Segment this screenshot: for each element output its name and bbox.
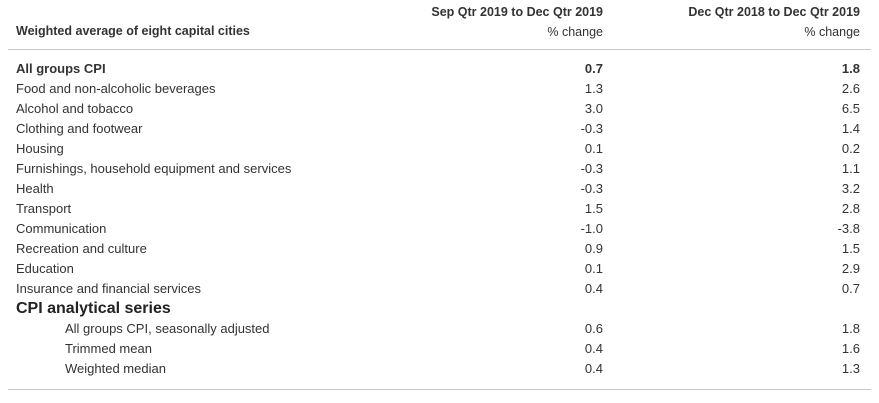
row-label: Trimmed mean [65, 341, 152, 356]
row-label: Recreation and culture [16, 241, 147, 256]
row-value-annual: 1.1 [841, 161, 860, 176]
row-value-quarterly: -0.3 [580, 161, 603, 176]
row-value-quarterly: 0.4 [584, 341, 603, 356]
row-value-quarterly: -1.0 [580, 221, 603, 236]
row-value-annual: 0.7 [841, 281, 860, 296]
table-row: All groups CPI, seasonally adjusted 0.6 … [0, 319, 879, 339]
row-value-annual: 1.3 [841, 361, 860, 376]
row-value-quarterly: 0.6 [584, 321, 603, 336]
row-value-quarterly: 0.1 [584, 141, 603, 156]
table-row: Weighted median 0.4 1.3 [0, 359, 879, 379]
row-value-quarterly: -0.3 [580, 121, 603, 136]
row-label: Transport [16, 201, 72, 216]
row-label: Insurance and financial services [16, 281, 201, 296]
row-value-annual: 1.5 [841, 241, 860, 256]
row-label: All groups CPI [16, 61, 106, 76]
row-value-annual: 1.8 [841, 61, 860, 76]
row-label: Communication [16, 221, 107, 236]
column-header-annual: Dec Qtr 2018 to Dec Qtr 2019 % change [688, 4, 860, 40]
row-value-annual: 1.8 [841, 321, 860, 336]
row-value-quarterly: 0.4 [584, 361, 603, 376]
row-label: Weighted median [65, 361, 166, 376]
row-value-quarterly: -0.3 [580, 181, 603, 196]
row-value-annual: 2.6 [841, 81, 860, 96]
column-title-quarterly: Sep Qtr 2019 to Dec Qtr 2019 [431, 5, 603, 19]
footer-divider [8, 389, 871, 390]
row-label: Furnishings, household equipment and ser… [16, 161, 292, 176]
table-row: Furnishings, household equipment and ser… [0, 159, 879, 179]
row-label: All groups CPI, seasonally adjusted [65, 321, 270, 336]
table-header-label: Weighted average of eight capital cities [16, 24, 250, 38]
column-unit-annual: % change [804, 25, 860, 39]
table-row: Alcohol and tobacco 3.0 6.5 [0, 99, 879, 119]
row-value-quarterly: 1.3 [584, 81, 603, 96]
row-value-annual: 0.2 [841, 141, 860, 156]
row-value-quarterly: 1.5 [584, 201, 603, 216]
column-title-annual: Dec Qtr 2018 to Dec Qtr 2019 [688, 5, 860, 19]
row-label: Health [16, 181, 54, 196]
table-row: All groups CPI 0.7 1.8 [0, 59, 879, 79]
row-value-quarterly: 3.0 [584, 101, 603, 116]
row-value-annual: 1.6 [841, 341, 860, 356]
row-value-quarterly: 0.1 [584, 261, 603, 276]
row-value-annual: 2.9 [841, 261, 860, 276]
header-divider [8, 49, 871, 50]
row-value-quarterly: 0.9 [584, 241, 603, 256]
row-label: Education [16, 261, 74, 276]
table-row: Insurance and financial services 0.4 0.7 [0, 279, 879, 299]
table-row: Health -0.3 3.2 [0, 179, 879, 199]
row-label: Food and non-alcoholic beverages [16, 81, 216, 96]
row-value-annual: 6.5 [841, 101, 860, 116]
column-header-quarterly: Sep Qtr 2019 to Dec Qtr 2019 % change [431, 4, 603, 40]
table-row: Trimmed mean 0.4 1.6 [0, 339, 879, 359]
row-value-annual: 2.8 [841, 201, 860, 216]
column-unit-quarterly: % change [547, 25, 603, 39]
row-label: Housing [16, 141, 64, 156]
row-label: Alcohol and tobacco [16, 101, 134, 116]
row-value-quarterly: 0.4 [584, 281, 603, 296]
row-value-annual: -3.8 [837, 221, 860, 236]
table-row: Communication -1.0 -3.8 [0, 219, 879, 239]
row-value-annual: 3.2 [841, 181, 860, 196]
table-row: Housing 0.1 0.2 [0, 139, 879, 159]
table-row: Food and non-alcoholic beverages 1.3 2.6 [0, 79, 879, 99]
table-row: Transport 1.5 2.8 [0, 199, 879, 219]
section-heading-analytical: CPI analytical series [16, 300, 171, 317]
table-row: Education 0.1 2.9 [0, 259, 879, 279]
table-row: Clothing and footwear -0.3 1.4 [0, 119, 879, 139]
row-value-quarterly: 0.7 [584, 61, 603, 76]
row-label: Clothing and footwear [16, 121, 143, 136]
table-row: Recreation and culture 0.9 1.5 [0, 239, 879, 259]
row-value-annual: 1.4 [841, 121, 860, 136]
